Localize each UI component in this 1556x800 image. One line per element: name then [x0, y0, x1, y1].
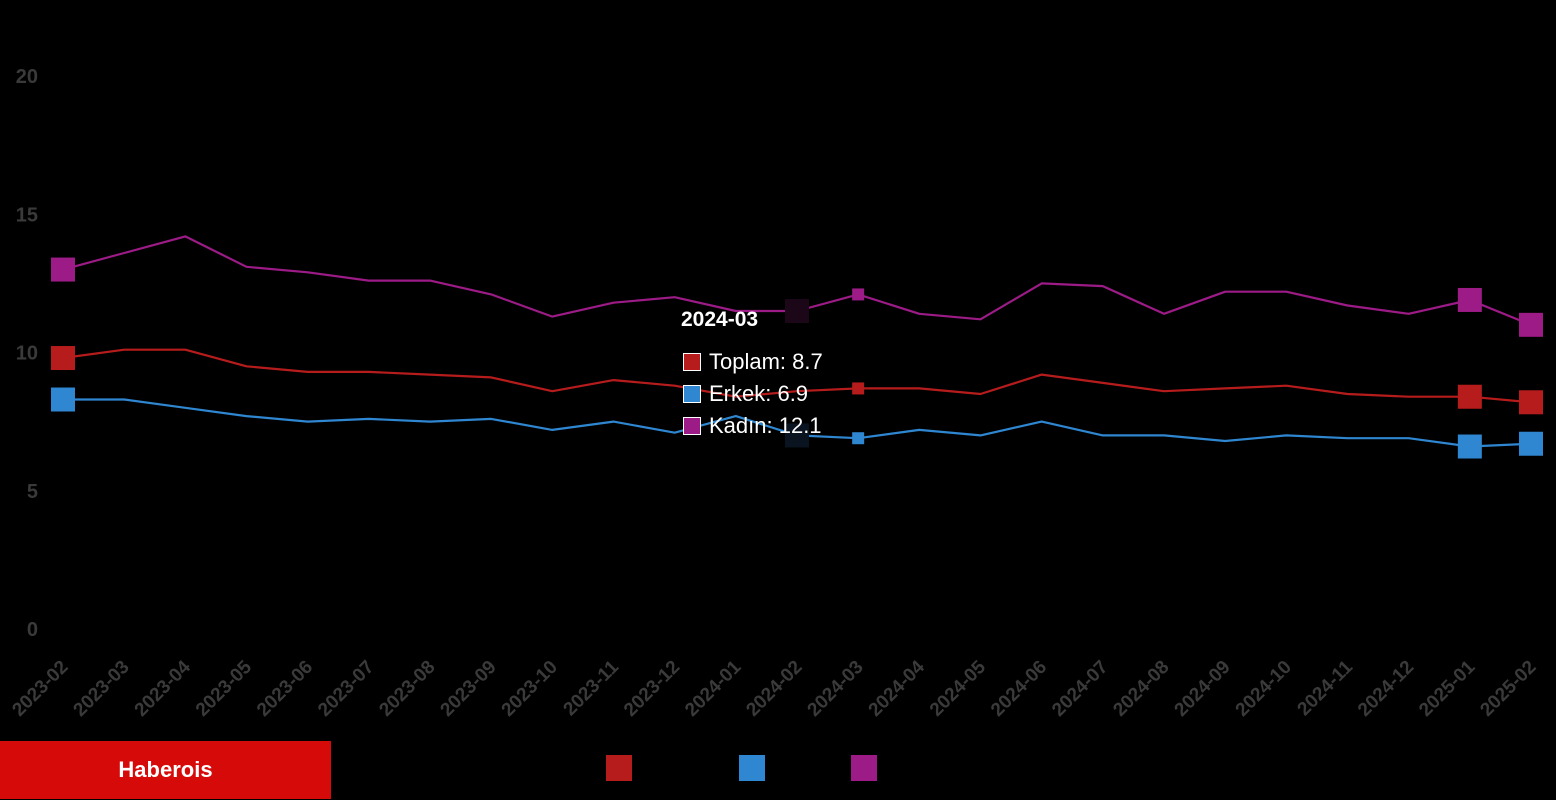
data-point-toplam-2025-02: [1519, 390, 1543, 415]
y-tick-label-5: 5: [27, 481, 38, 503]
legend-item-toplam[interactable]: Toplam: [606, 754, 698, 782]
x-tick-label-2024-02: 2024-02: [742, 657, 806, 721]
x-tick-label-2024-09: 2024-09: [1171, 657, 1235, 721]
x-tick-label-2024-05: 2024-05: [926, 656, 990, 720]
x-tick-label-2024-07: 2024-07: [1048, 657, 1112, 721]
data-point-erkek-2025-02: [1519, 431, 1543, 456]
data-point-erkek-2024-03: [852, 432, 865, 445]
series-lines: [61, 235, 1533, 448]
legend-label-kadin: Kadın: [885, 757, 933, 778]
x-tick-label-2024-03: 2024-03: [804, 657, 868, 721]
legend-swatch-toplam: [606, 755, 632, 781]
legend-item-kadin[interactable]: Kadın: [851, 754, 932, 782]
data-point-kadin-2025-02: [1519, 312, 1543, 337]
x-tick-label-2023-06: 2023-06: [253, 657, 317, 721]
legend-label-toplam: Toplam: [640, 757, 699, 778]
x-axis: 2023-022023-032023-042023-052023-062023-…: [8, 656, 1540, 720]
legend-item-erkek[interactable]: Erkek: [739, 754, 819, 782]
x-tick-label-2023-07: 2023-07: [314, 657, 378, 721]
x-tick-label-2024-04: 2024-04: [865, 656, 929, 720]
x-tick-label-2023-09: 2023-09: [437, 657, 501, 721]
legend-swatch-kadin: [851, 755, 877, 781]
x-tick-label-2023-04: 2023-04: [131, 656, 195, 720]
y-tick-label-20: 20: [16, 66, 38, 88]
x-tick-label-2025-01: 2025-01: [1415, 656, 1479, 720]
x-tick-label-2024-08: 2024-08: [1109, 657, 1173, 721]
data-point-toplam-2024-03: [852, 382, 865, 395]
hover-ghost-marker: [785, 299, 809, 324]
data-point-toplam-2023-02: [51, 346, 75, 371]
brand-logo: Haberois: [0, 741, 331, 799]
data-point-kadin-2024-03: [852, 288, 865, 301]
x-tick-label-2024-11: 2024-11: [1294, 656, 1358, 720]
data-point-erkek-2023-02: [51, 387, 75, 412]
x-tick-label-2024-01: 2024-01: [681, 656, 745, 720]
data-point-kadin-2023-02: [51, 257, 75, 282]
y-tick-label-15: 15: [16, 204, 38, 226]
hover-ghost-marker-erkek: [785, 423, 809, 448]
x-tick-label-2024-12: 2024-12: [1354, 657, 1418, 721]
legend-label-erkek: Erkek: [773, 757, 820, 778]
data-point-kadin-2025-01: [1457, 287, 1482, 312]
x-tick-label-2024-06: 2024-06: [987, 657, 1051, 721]
x-tick-label-2024-10: 2024-10: [1232, 657, 1296, 721]
series-markers: [51, 257, 1543, 459]
x-tick-label-2023-11: 2023-11: [560, 656, 624, 720]
data-point-toplam-2025-01: [1457, 384, 1482, 409]
x-tick-label-2025-02: 2025-02: [1476, 657, 1540, 721]
x-tick-label-2023-12: 2023-12: [620, 657, 684, 721]
y-axis: 0 5 10 15 20: [16, 66, 38, 641]
x-tick-label-2023-02: 2023-02: [8, 657, 72, 721]
y-tick-label-0: 0: [27, 619, 38, 641]
x-tick-label-2023-03: 2023-03: [70, 657, 134, 721]
x-tick-label-2023-08: 2023-08: [375, 657, 439, 721]
y-tick-label-10: 10: [16, 343, 38, 365]
legend-swatch-erkek: [739, 755, 765, 781]
data-point-erkek-2025-01: [1457, 434, 1482, 459]
series-line-toplam: [61, 348, 1533, 404]
x-tick-label-2023-10: 2023-10: [498, 657, 562, 721]
x-tick-label-2023-05: 2023-05: [192, 656, 256, 720]
